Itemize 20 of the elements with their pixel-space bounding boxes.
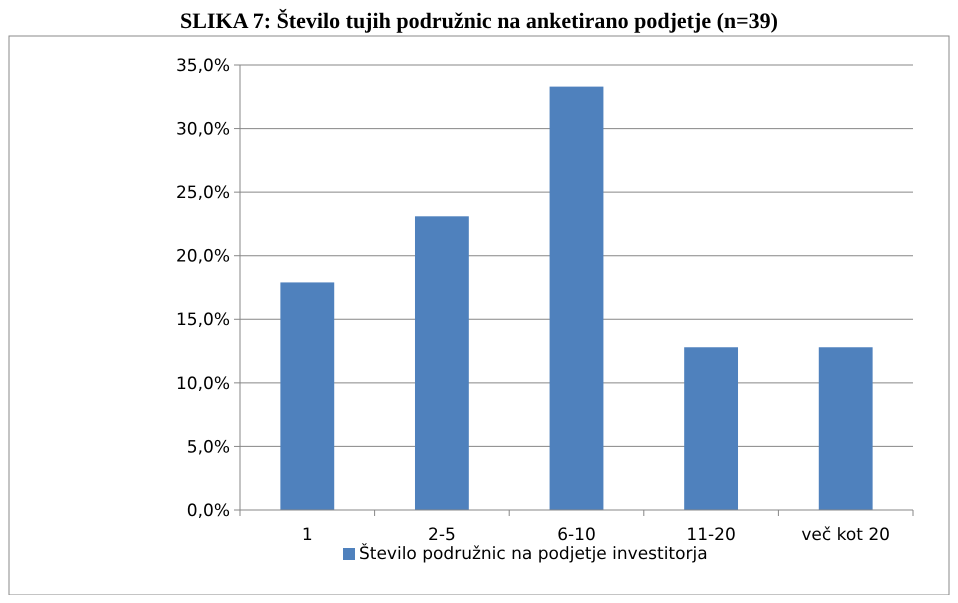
- bar: [684, 347, 738, 510]
- y-tick-label: 10,0%: [176, 374, 230, 394]
- y-tick-label: 30,0%: [176, 120, 230, 140]
- bar: [414, 216, 469, 510]
- y-tick-label: 0,0%: [186, 500, 230, 521]
- bar: [550, 86, 604, 510]
- chart-title: SLIKA 7: Število tujih podružnic na anketirano podjetje (n=39): [180, 8, 778, 33]
- bar: [818, 347, 873, 510]
- x-tick-label: 6-10: [557, 525, 596, 545]
- y-tick-label: 35,0%: [176, 56, 230, 76]
- y-tick-label: 25,0%: [176, 183, 230, 204]
- x-tick-label: 11-20: [686, 525, 736, 545]
- y-tick-label: 20,0%: [176, 246, 230, 267]
- y-tick-label: 5,0%: [186, 437, 230, 458]
- legend-label: Število podružnic na podjetje investitorja: [359, 543, 708, 564]
- y-tick-label: 15,0%: [176, 310, 230, 330]
- x-tick-label: 1: [302, 525, 313, 545]
- x-tick-label: 2-5: [428, 525, 456, 545]
- x-tick-label: več kot 20: [801, 525, 890, 545]
- bar: [280, 282, 334, 510]
